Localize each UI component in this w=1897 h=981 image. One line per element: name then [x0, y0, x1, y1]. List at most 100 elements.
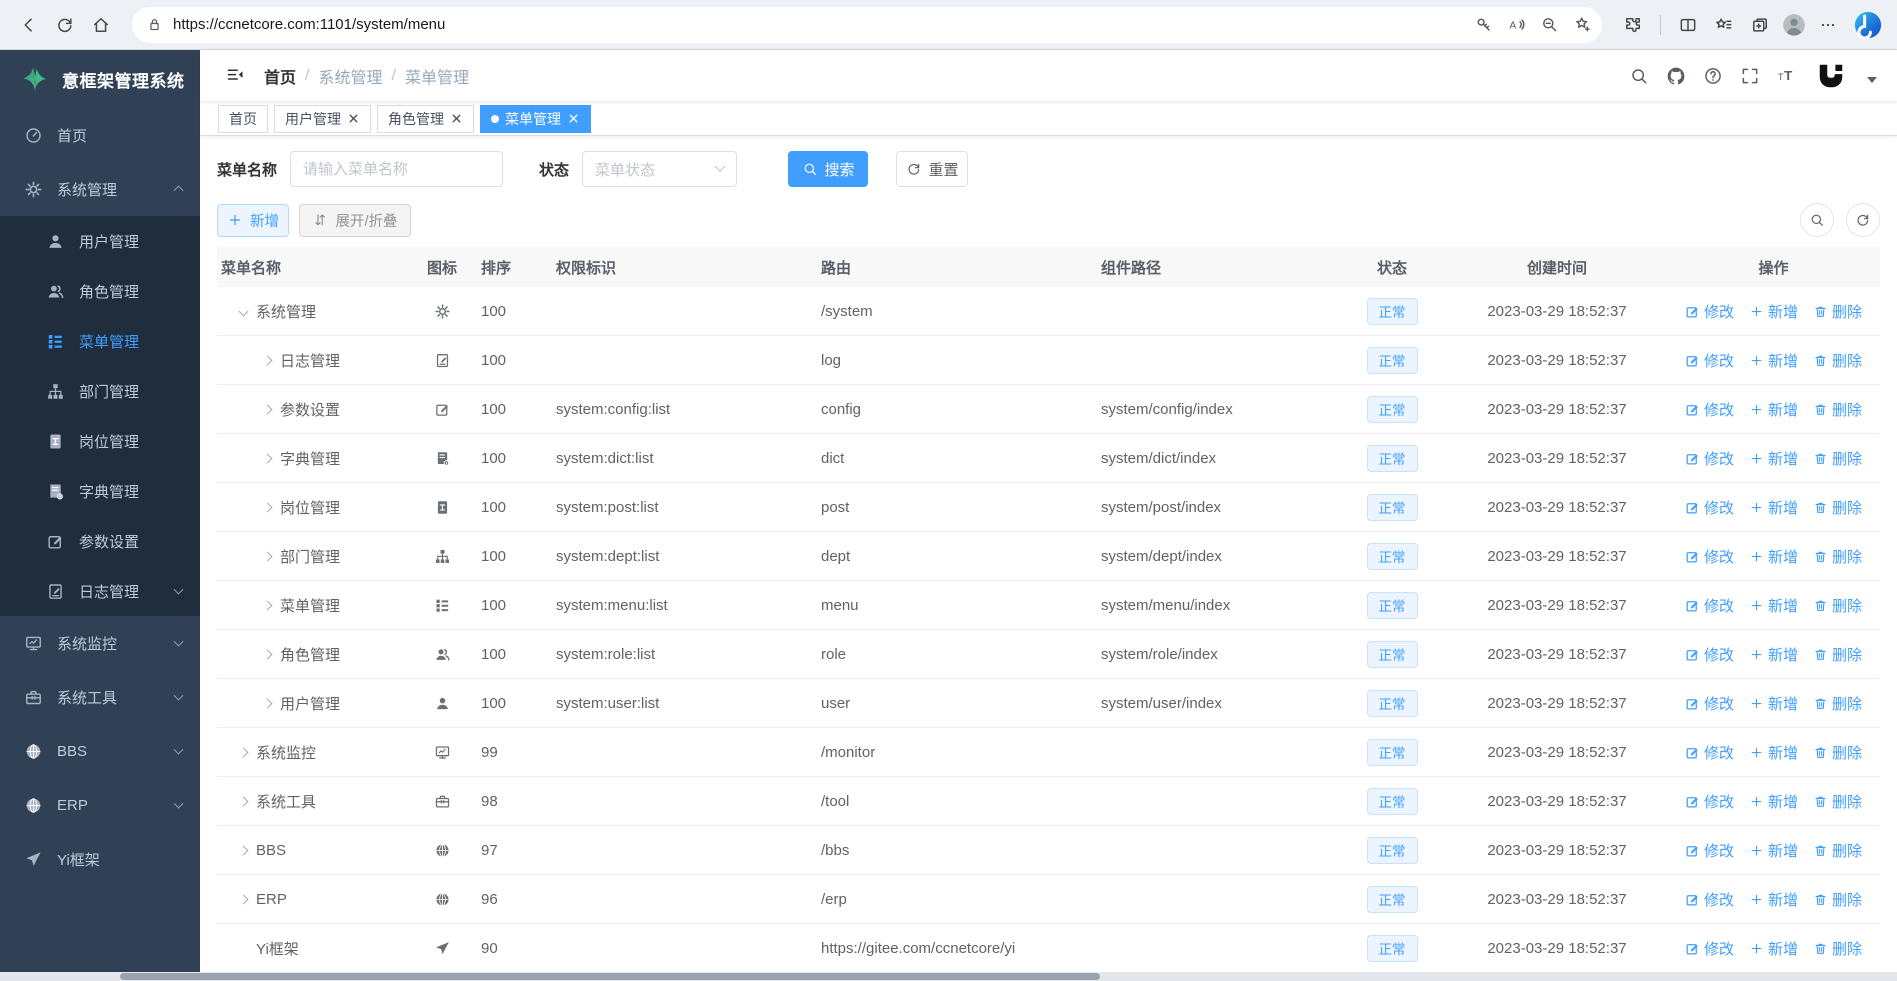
sidebar-item[interactable]: 参数设置 [0, 516, 200, 566]
expand-arrow-icon[interactable] [262, 649, 273, 659]
add-action[interactable]: 新增 [1749, 938, 1798, 959]
breadcrumb-item[interactable]: 菜单管理 / [404, 69, 469, 87]
sidebar-item[interactable]: ERP [0, 778, 200, 832]
sidebar-item[interactable]: 字典管理 [0, 466, 200, 516]
favorites-icon[interactable] [1709, 10, 1739, 40]
delete-action[interactable]: 删除 [1813, 693, 1862, 714]
delete-action[interactable]: 删除 [1813, 448, 1862, 469]
close-icon[interactable] [347, 112, 360, 125]
breadcrumb-item[interactable]: 系统管理 / [318, 66, 396, 87]
delete-action[interactable]: 删除 [1813, 791, 1862, 812]
delete-action[interactable]: 删除 [1813, 546, 1862, 567]
delete-action[interactable]: 删除 [1813, 644, 1862, 665]
expand-arrow-icon[interactable] [238, 845, 249, 855]
delete-action[interactable]: 删除 [1813, 742, 1862, 763]
sidebar-item[interactable]: 日志管理 [0, 566, 200, 616]
view-tab[interactable]: 首页 [218, 104, 268, 133]
sidebar-item[interactable]: 角色管理 [0, 266, 200, 316]
expand-arrow-icon[interactable] [238, 747, 249, 757]
search-button[interactable]: 搜索 [788, 151, 869, 187]
sidebar-item[interactable]: 系统监控 [0, 616, 200, 670]
add-action[interactable]: 新增 [1749, 693, 1798, 714]
edit-action[interactable]: 修改 [1685, 840, 1734, 861]
expand-arrow-icon[interactable] [262, 355, 273, 365]
sidebar-item[interactable]: BBS [0, 724, 200, 778]
add-action[interactable]: 新增 [1749, 448, 1798, 469]
delete-action[interactable]: 删除 [1813, 889, 1862, 910]
delete-action[interactable]: 删除 [1813, 301, 1862, 322]
edit-action[interactable]: 修改 [1685, 497, 1734, 518]
add-action[interactable]: 新增 [1749, 399, 1798, 420]
add-action[interactable]: 新增 [1749, 301, 1798, 322]
browser-home-button[interactable] [86, 10, 116, 40]
sidebar-item[interactable]: 菜单管理 [0, 316, 200, 366]
add-button[interactable]: 新增 [217, 203, 289, 237]
help-icon[interactable] [1703, 66, 1723, 86]
extensions-icon[interactable] [1618, 10, 1648, 40]
github-icon[interactable] [1666, 66, 1686, 86]
scrollbar-thumb[interactable] [120, 973, 1100, 980]
expand-arrow-icon[interactable] [262, 698, 273, 708]
edit-action[interactable]: 修改 [1685, 350, 1734, 371]
delete-action[interactable]: 删除 [1813, 595, 1862, 616]
edit-action[interactable]: 修改 [1685, 546, 1734, 567]
close-icon[interactable] [567, 112, 580, 125]
edit-action[interactable]: 修改 [1685, 644, 1734, 665]
view-tab[interactable]: 菜单管理 [480, 104, 591, 133]
avatar-dropdown-caret-icon[interactable] [1867, 76, 1877, 83]
sidebar-item[interactable]: 用户管理 [0, 216, 200, 266]
add-action[interactable]: 新增 [1749, 595, 1798, 616]
edit-action[interactable]: 修改 [1685, 938, 1734, 959]
fullscreen-icon[interactable] [1740, 66, 1760, 86]
edit-action[interactable]: 修改 [1685, 693, 1734, 714]
url-text[interactable]: https://ccnetcore.com:1101/system/menu [173, 16, 446, 33]
expand-arrow-icon[interactable] [262, 404, 273, 414]
refresh-table-button[interactable] [1846, 203, 1880, 237]
add-action[interactable]: 新增 [1749, 497, 1798, 518]
show-search-button[interactable] [1800, 203, 1834, 237]
browser-refresh-button[interactable] [50, 10, 80, 40]
sidebar-item[interactable]: 系统工具 [0, 670, 200, 724]
sidebar-item[interactable]: 部门管理 [0, 366, 200, 416]
edit-action[interactable]: 修改 [1685, 889, 1734, 910]
expand-arrow-icon[interactable] [238, 306, 249, 316]
expand-arrow-icon[interactable] [262, 600, 273, 610]
reset-button[interactable]: 重置 [896, 151, 969, 187]
add-action[interactable]: 新增 [1749, 350, 1798, 371]
edit-action[interactable]: 修改 [1685, 448, 1734, 469]
header-search-icon[interactable] [1629, 66, 1649, 86]
password-key-icon[interactable] [1474, 15, 1493, 34]
delete-action[interactable]: 删除 [1813, 399, 1862, 420]
add-action[interactable]: 新增 [1749, 644, 1798, 665]
view-tab[interactable]: 用户管理 [274, 104, 371, 133]
sidebar-item[interactable]: 系统管理 [0, 162, 200, 216]
edit-action[interactable]: 修改 [1685, 301, 1734, 322]
browser-profile-avatar[interactable] [1781, 12, 1807, 38]
url-bar[interactable]: https://ccnetcore.com:1101/system/menu A [132, 6, 1602, 43]
browser-menu-icon[interactable] [1813, 10, 1843, 40]
expand-arrow-icon[interactable] [238, 894, 249, 904]
delete-action[interactable]: 删除 [1813, 840, 1862, 861]
sidebar-item[interactable]: 岗位管理 [0, 416, 200, 466]
close-icon[interactable] [450, 112, 463, 125]
expand-arrow-icon[interactable] [262, 551, 273, 561]
expand-arrow-icon[interactable] [238, 796, 249, 806]
browser-back-button[interactable] [14, 10, 44, 40]
read-aloud-icon[interactable]: A [1507, 15, 1526, 34]
delete-action[interactable]: 删除 [1813, 497, 1862, 518]
sidebar-item[interactable]: Yi框架 [0, 832, 200, 886]
split-screen-icon[interactable] [1673, 10, 1703, 40]
status-select[interactable]: 菜单状态 [582, 151, 738, 187]
expand-arrow-icon[interactable] [262, 453, 273, 463]
breadcrumb-item[interactable]: 首页 / [264, 66, 310, 87]
expand-collapse-button[interactable]: 展开/折叠 [299, 203, 411, 237]
sidebar-collapse-icon[interactable] [225, 65, 246, 86]
collections-icon[interactable] [1745, 10, 1775, 40]
add-action[interactable]: 新增 [1749, 742, 1798, 763]
expand-arrow-icon[interactable] [262, 502, 273, 512]
zoom-out-icon[interactable] [1540, 15, 1559, 34]
menu-name-input[interactable] [290, 151, 504, 187]
horizontal-scrollbar[interactable] [0, 972, 1897, 981]
user-avatar-logo[interactable] [1814, 61, 1848, 91]
